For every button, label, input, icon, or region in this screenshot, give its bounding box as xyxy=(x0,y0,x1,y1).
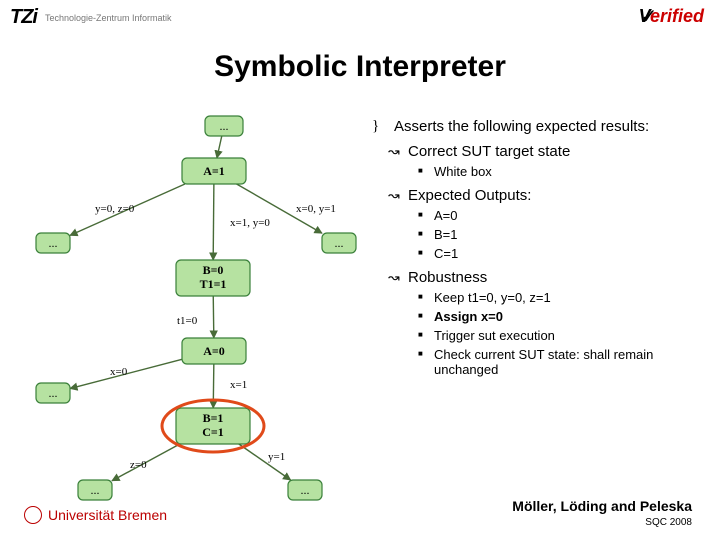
svg-text:...: ... xyxy=(49,236,58,250)
sub-outputs: Expected Outputs: xyxy=(408,187,700,204)
svg-text:B=0: B=0 xyxy=(203,263,224,277)
svg-text:...: ... xyxy=(220,119,229,133)
university-name: Universität Bremen xyxy=(48,507,167,523)
svg-text:y=1: y=1 xyxy=(268,451,285,463)
bullet-item: A=0 xyxy=(434,208,700,223)
bremen-key-icon xyxy=(24,506,42,524)
tzi-mark: TZi xyxy=(10,6,37,29)
svg-text:...: ... xyxy=(335,236,344,250)
main-bullet: Asserts the following expected results: xyxy=(394,118,700,135)
verified-rest: erified xyxy=(650,6,704,26)
svg-text:t1=0: t1=0 xyxy=(177,315,198,327)
svg-text:A=1: A=1 xyxy=(203,164,225,178)
bullet-item: White box xyxy=(434,164,700,179)
diagram-panel: y=0, z=0 x=1, y=0 x=0, y=1 t1=0 x=0 x=1 z=0 y=1… xyxy=(0,108,370,480)
svg-text:z=0: z=0 xyxy=(130,459,147,471)
svg-text:A=0: A=0 xyxy=(203,344,225,358)
svg-text:T1=1: T1=1 xyxy=(200,277,227,291)
bullet-item: Trigger sut execution xyxy=(434,328,700,343)
header: TZi Technologie-Zentrum Informatik ✓ Ver… xyxy=(0,0,720,38)
svg-text:B=1: B=1 xyxy=(203,411,224,425)
bullet-item: C=1 xyxy=(434,246,700,261)
conference: SQC 2008 xyxy=(645,517,692,528)
svg-text:x=1: x=1 xyxy=(230,379,247,391)
bullet-item: Keep t1=0, y=0, z=1 xyxy=(434,290,700,305)
sub-robustness: Robustness xyxy=(408,269,700,286)
bullet-item: Check current SUT state: shall remain un… xyxy=(434,347,700,377)
content: y=0, z=0 x=1, y=0 x=0, y=1 t1=0 x=0 x=1 z=0 y=1… xyxy=(0,108,720,480)
svg-text:y=0, z=0: y=0, z=0 xyxy=(95,203,135,215)
flowchart: y=0, z=0 x=1, y=0 x=0, y=1 t1=0 x=0 x=1 z=0 y=1… xyxy=(0,108,370,508)
tzi-logo: TZi Technologie-Zentrum Informatik xyxy=(10,6,172,29)
svg-text:C=1: C=1 xyxy=(202,425,224,439)
authors: Möller, Löding and Peleska xyxy=(512,498,692,514)
svg-text:...: ... xyxy=(49,386,58,400)
bullet-item: B=1 xyxy=(434,227,700,242)
check-icon: ✓ xyxy=(641,4,658,29)
svg-text:x=0, y=1: x=0, y=1 xyxy=(296,203,336,215)
svg-text:x=0: x=0 xyxy=(110,366,128,378)
text-panel: Asserts the following expected results: … xyxy=(370,108,720,480)
verified-logo: ✓ Verified xyxy=(639,6,704,27)
bullet-item: Assign x=0 xyxy=(434,309,700,324)
footer: Universität Bremen Möller, Löding and Pe… xyxy=(0,484,720,534)
tzi-subtitle: Technologie-Zentrum Informatik xyxy=(45,13,172,23)
svg-text:x=1, y=0: x=1, y=0 xyxy=(230,217,270,229)
sub-correct: Correct SUT target state xyxy=(408,143,700,160)
slide-title: Symbolic Interpreter xyxy=(0,50,720,84)
university-logo: Universität Bremen xyxy=(24,506,167,524)
